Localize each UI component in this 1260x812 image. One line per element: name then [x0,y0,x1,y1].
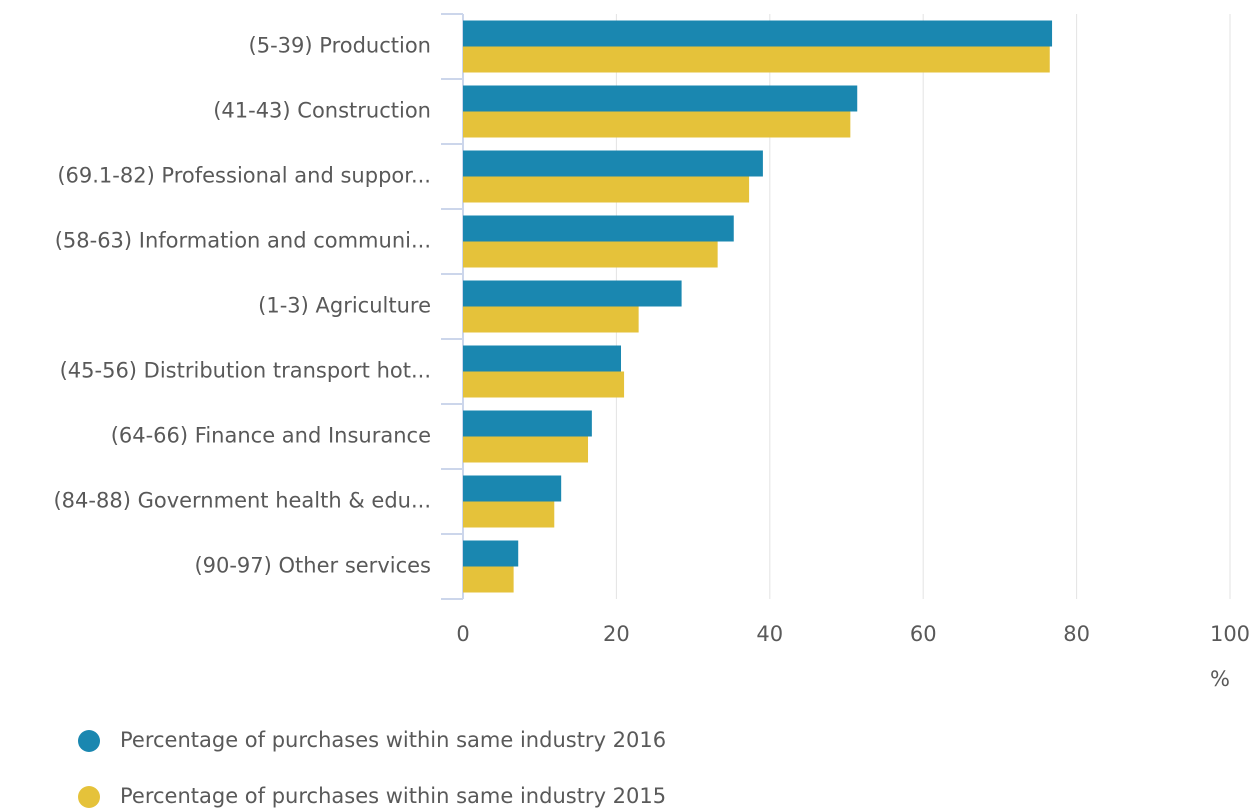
bar [463,566,514,593]
bar [463,85,858,112]
x-axis-label: % [1210,667,1230,691]
bar [463,111,851,138]
y-tick-label: (90-97) Other services [194,554,431,578]
x-tick-label: 80 [1063,622,1090,646]
y-tick-label: (69.1-82) Professional and suppor... [57,164,431,188]
x-tick-label: 100 [1210,622,1250,646]
bar [463,150,763,177]
y-tick-label: (5-39) Production [249,34,431,58]
bar [463,46,1050,73]
legend-label: Percentage of purchases within same indu… [120,784,666,808]
legend-label: Percentage of purchases within same indu… [120,728,666,752]
y-tick-label: (41-43) Construction [213,99,431,123]
y-tick-label: (64-66) Finance and Insurance [111,424,431,448]
bar [463,371,625,398]
legend-marker [78,730,100,752]
y-tick-label: (1-3) Agriculture [258,294,431,318]
bar [463,436,589,463]
x-tick-label: 60 [910,622,937,646]
legend-marker [78,786,100,808]
bar [463,20,1053,47]
y-tick-label: (58-63) Information and communi... [55,229,431,253]
bar [463,475,562,502]
x-tick-label: 40 [756,622,783,646]
bar [463,306,639,333]
bar [463,280,682,307]
bar [463,241,718,268]
bar [463,410,592,437]
bar [463,215,734,242]
bar [463,345,622,372]
x-tick-label: 20 [603,622,630,646]
y-tick-label: (45-56) Distribution transport hot... [60,359,431,383]
y-tick-label: (84-88) Government health & edu... [53,489,431,513]
x-tick-label: 0 [456,622,469,646]
bar [463,540,519,567]
bar [463,501,555,528]
bar [463,176,750,203]
